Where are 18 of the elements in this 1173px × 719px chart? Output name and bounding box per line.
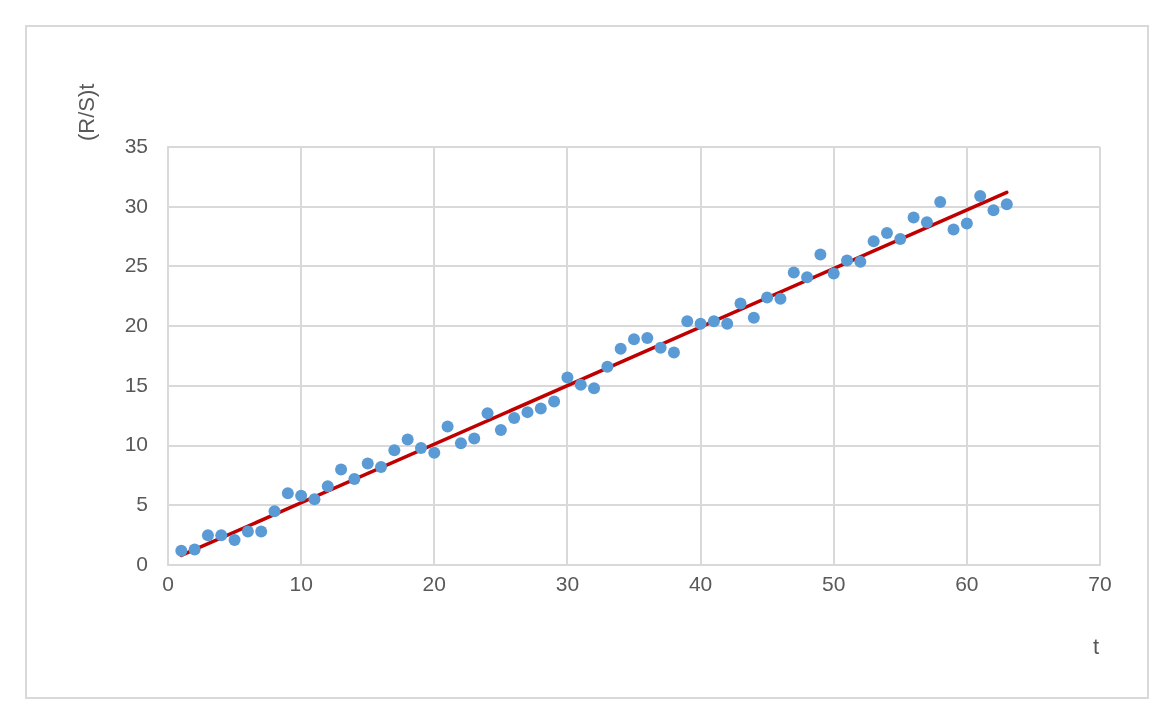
x-tick-label: 20 bbox=[422, 572, 446, 596]
x-tick-label: 30 bbox=[555, 572, 580, 596]
y-tick-label: 10 bbox=[124, 432, 148, 456]
x-tick-label: 60 bbox=[955, 572, 979, 596]
y-tick-label: 5 bbox=[136, 492, 148, 516]
y-tick-label: 15 bbox=[124, 372, 148, 396]
y-tick-label: 25 bbox=[124, 253, 148, 277]
x-axis-title: t bbox=[1092, 634, 1100, 660]
x-tick-label: 40 bbox=[688, 572, 713, 596]
y-tick-label: 20 bbox=[124, 312, 148, 336]
x-tick-label: 50 bbox=[822, 572, 846, 596]
y-tick-label: 30 bbox=[124, 193, 148, 217]
x-tick-label: 0 bbox=[162, 572, 174, 596]
y-tick-label: 0 bbox=[136, 551, 148, 575]
x-tick-label: 10 bbox=[289, 572, 313, 596]
x-tick-label: 70 bbox=[1088, 572, 1112, 596]
y-axis-title: (R/S)t bbox=[74, 83, 100, 141]
y-tick-label: 35 bbox=[124, 133, 148, 157]
